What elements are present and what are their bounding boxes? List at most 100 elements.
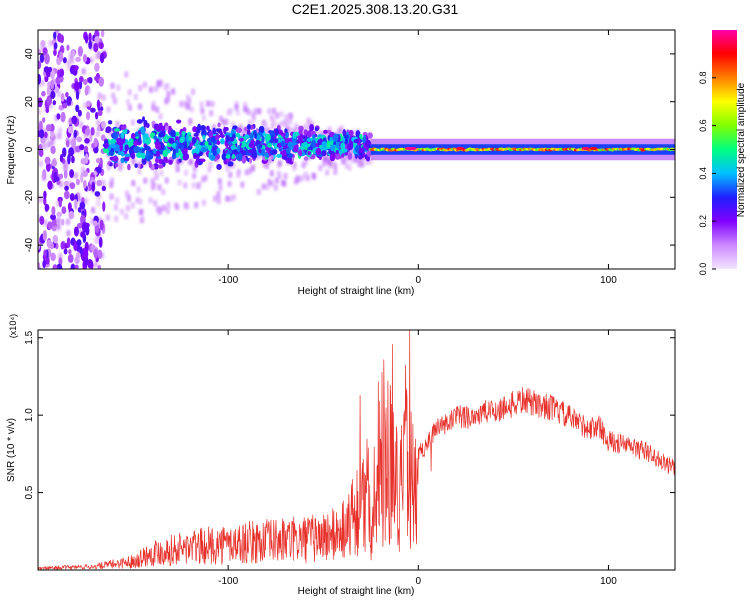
band-blob xyxy=(276,153,283,158)
haze-blob xyxy=(197,181,202,188)
haze-blob xyxy=(184,169,189,176)
spectrogram-y-label: Frequency (Hz) xyxy=(6,116,17,185)
noise-blob xyxy=(65,140,70,148)
band-blob xyxy=(359,133,363,139)
haze-blob xyxy=(284,114,289,121)
band-blob xyxy=(178,158,182,163)
haze-blob xyxy=(283,173,288,180)
haze-blob xyxy=(342,156,347,163)
noise-blob xyxy=(50,252,56,262)
colorbar-tick-label: 0.0 xyxy=(698,263,708,276)
haze-blob xyxy=(350,148,355,155)
haze-blob xyxy=(81,68,86,75)
haze-blob xyxy=(161,189,166,196)
haze-blob xyxy=(95,130,100,137)
haze-blob xyxy=(179,100,184,107)
haze-blob xyxy=(63,165,68,172)
band-blob xyxy=(232,149,238,154)
band-blob xyxy=(309,123,315,132)
band-blob xyxy=(216,140,221,145)
haze-blob xyxy=(183,101,188,108)
haze-blob xyxy=(127,89,132,96)
haze-blob xyxy=(250,164,255,171)
haze-blob xyxy=(57,133,62,140)
noise-blob xyxy=(90,244,96,252)
noise-blob xyxy=(58,75,64,83)
haze-blob xyxy=(266,158,271,165)
haze-blob xyxy=(124,213,129,220)
snr-series-line xyxy=(38,330,675,570)
band-blob xyxy=(261,148,266,157)
haze-blob xyxy=(48,102,53,109)
noise-blob xyxy=(98,236,103,248)
snr-frame xyxy=(37,329,676,571)
haze-blob xyxy=(294,123,299,130)
haze-blob xyxy=(43,219,48,226)
noise-blob xyxy=(39,129,45,139)
noise-blob xyxy=(80,231,86,238)
haze-blob xyxy=(305,174,310,181)
haze-blob xyxy=(154,173,159,180)
haze-blob xyxy=(322,131,327,138)
haze-blob xyxy=(287,126,292,133)
band-blob xyxy=(168,137,175,144)
haze-blob xyxy=(164,177,169,184)
haze-blob xyxy=(109,177,114,184)
band-blob xyxy=(321,150,327,157)
noise-blob xyxy=(94,75,99,82)
noise-blob xyxy=(84,137,90,144)
haze-blob xyxy=(307,120,312,127)
haze-blob xyxy=(217,178,222,185)
band-blob xyxy=(163,155,168,162)
band-blob xyxy=(287,152,293,159)
noise-blob xyxy=(53,48,57,57)
noise-blob xyxy=(97,249,103,260)
band-blob xyxy=(241,155,247,164)
band-blob xyxy=(136,119,143,124)
band-blob xyxy=(212,127,217,135)
colorbar-ticks: 0.0 0.2 0.4 0.6 0.8 xyxy=(698,72,716,276)
haze-blob xyxy=(301,162,306,169)
haze-blob xyxy=(125,205,130,212)
colorbar-tick-label: 0.8 xyxy=(698,72,708,85)
noise-blob xyxy=(89,132,93,143)
spectrogram-y-tick-label: -40 xyxy=(24,237,35,252)
band-blob xyxy=(112,155,119,162)
snr-marks xyxy=(38,330,675,570)
haze-blob xyxy=(253,108,258,115)
noise-blob xyxy=(100,134,106,142)
noise-blob xyxy=(43,249,47,258)
band-blob xyxy=(207,143,212,150)
haze-blob xyxy=(111,92,116,99)
haze-blob xyxy=(140,216,145,223)
band-blob xyxy=(120,125,127,130)
haze-blob xyxy=(154,85,159,92)
band-blob xyxy=(120,132,125,139)
noise-blob xyxy=(38,121,43,132)
haze-blob xyxy=(350,157,355,164)
band-blob xyxy=(303,156,309,161)
band-blob xyxy=(105,129,111,134)
band-blob xyxy=(158,122,163,128)
band-blob xyxy=(335,141,341,149)
noise-blob xyxy=(40,40,46,48)
colorbar-tick-label: 0.2 xyxy=(698,215,708,228)
haze-blob xyxy=(127,196,132,203)
colorbar-gradient xyxy=(712,30,737,269)
band-blob xyxy=(187,132,192,136)
haze-blob xyxy=(231,121,236,128)
noise-blob xyxy=(59,34,65,44)
noise-blob xyxy=(76,136,83,143)
noise-blob xyxy=(101,120,106,129)
haze-blob xyxy=(109,193,114,200)
noise-blob xyxy=(97,264,102,269)
noise-blob xyxy=(85,100,91,107)
noise-blob xyxy=(45,107,50,114)
noise-blob xyxy=(49,90,56,99)
band-blob xyxy=(152,148,157,155)
band-blob xyxy=(230,145,235,150)
snr-chart: -100 0 100 0.5 1.0 1.5 (x10⁴) Height of stra… xyxy=(6,314,676,597)
haze-blob xyxy=(263,122,268,129)
haze-blob xyxy=(354,156,359,163)
haze-blob xyxy=(148,197,153,204)
